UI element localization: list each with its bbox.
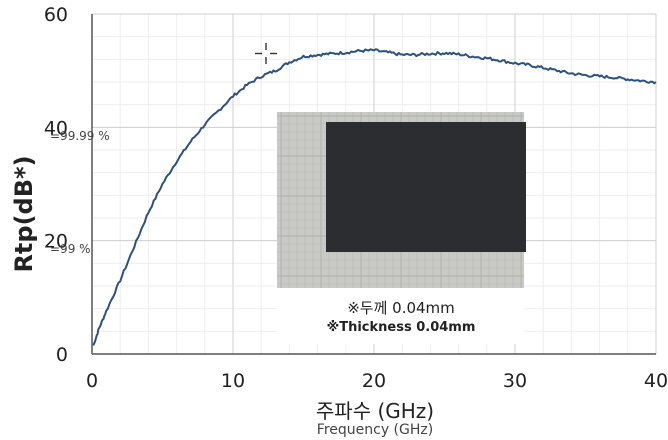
x-axis-sublabel: Frequency (GHz) [317,422,433,438]
y-tick-label: 60 [44,4,68,26]
y-tick-label: 0 [56,344,68,366]
x-tick-label: 10 [221,370,245,392]
y-tick-label: 20 [44,231,68,253]
x-axis-label: 주파수 (GHz) [316,399,434,423]
series-group [92,48,657,346]
tick-labels: 0 10 20 30 40 0 20 40 60 [44,4,668,392]
annotation-group: =99.99 % =99 % [50,129,110,256]
y-axis-label: Rtp(dB*) [10,155,38,272]
inset-caption-box [277,288,524,344]
x-tick-label: 20 [362,370,386,392]
annotation-label: =99.99 % [50,129,110,143]
crosshair-icon [255,43,277,64]
x-tick-label: 30 [503,370,527,392]
inset-sample-sheet [326,122,526,252]
x-tick-label: 40 [644,370,668,392]
inset-caption-korean: ※두께 0.04mm [347,299,455,317]
x-tick-label: 0 [86,370,98,392]
annotation-label: =99 % [50,242,91,256]
inset-caption-english: ※Thickness 0.04mm [327,320,476,335]
inset-photo [277,112,526,344]
y-tick-label: 40 [44,117,68,139]
series-line [92,48,657,346]
